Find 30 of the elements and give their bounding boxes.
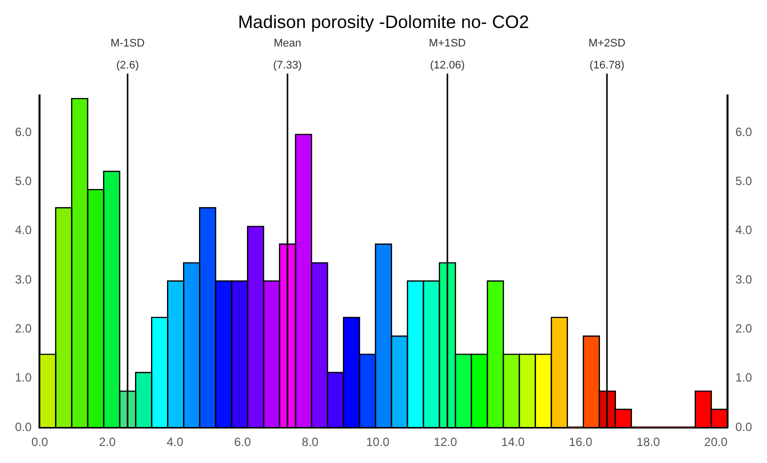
y-tick-label: 3.0 [14,272,32,286]
y2-tick-label: 2.0 [735,322,752,336]
y-tick-label: 1.0 [14,370,32,385]
y-tick-label: 4.0 [14,223,32,238]
x-tick-label: 0.0 [31,435,48,450]
chart-title: Madison porosity -Dolomite no- CO2 [238,12,530,32]
ref-line-label: M+2SD (16.78) [588,38,626,72]
y2-tick-label: 3.0 [735,272,752,286]
x-tick-label: 2.0 [98,435,116,450]
x-tick-label: 14.0 [501,435,525,450]
ref-line-label: Mean (7.33) [273,38,302,72]
y2-tick-label: 0.0 [735,420,752,434]
x-tick-label: 12.0 [434,435,458,450]
y-tick-label: 6.0 [14,124,32,139]
y-tick-label: 2.0 [14,322,32,336]
y2-tick-label: 4.0 [735,223,752,238]
ref-line-label: M-1SD (2.6) [110,38,145,72]
x-tick-label: 18.0 [636,435,660,450]
x-tick-label: 8.0 [302,435,319,450]
x-tick-label: 16.0 [568,435,593,450]
y-tick-label: 0.0 [14,420,32,434]
y-tick-label: 5.0 [14,174,32,188]
y2-tick-label: 6.0 [735,124,752,139]
x-tick-label: 4.0 [166,435,184,450]
x-tick-label: 6.0 [234,435,252,450]
y2-tick-label: 1.0 [735,370,752,385]
ref-line-label: M+1SD (12.06) [428,38,466,72]
x-tick-label: 20.0 [704,435,728,450]
x-tick-label: 10.0 [366,435,390,450]
y2-tick-label: 5.0 [735,174,752,188]
